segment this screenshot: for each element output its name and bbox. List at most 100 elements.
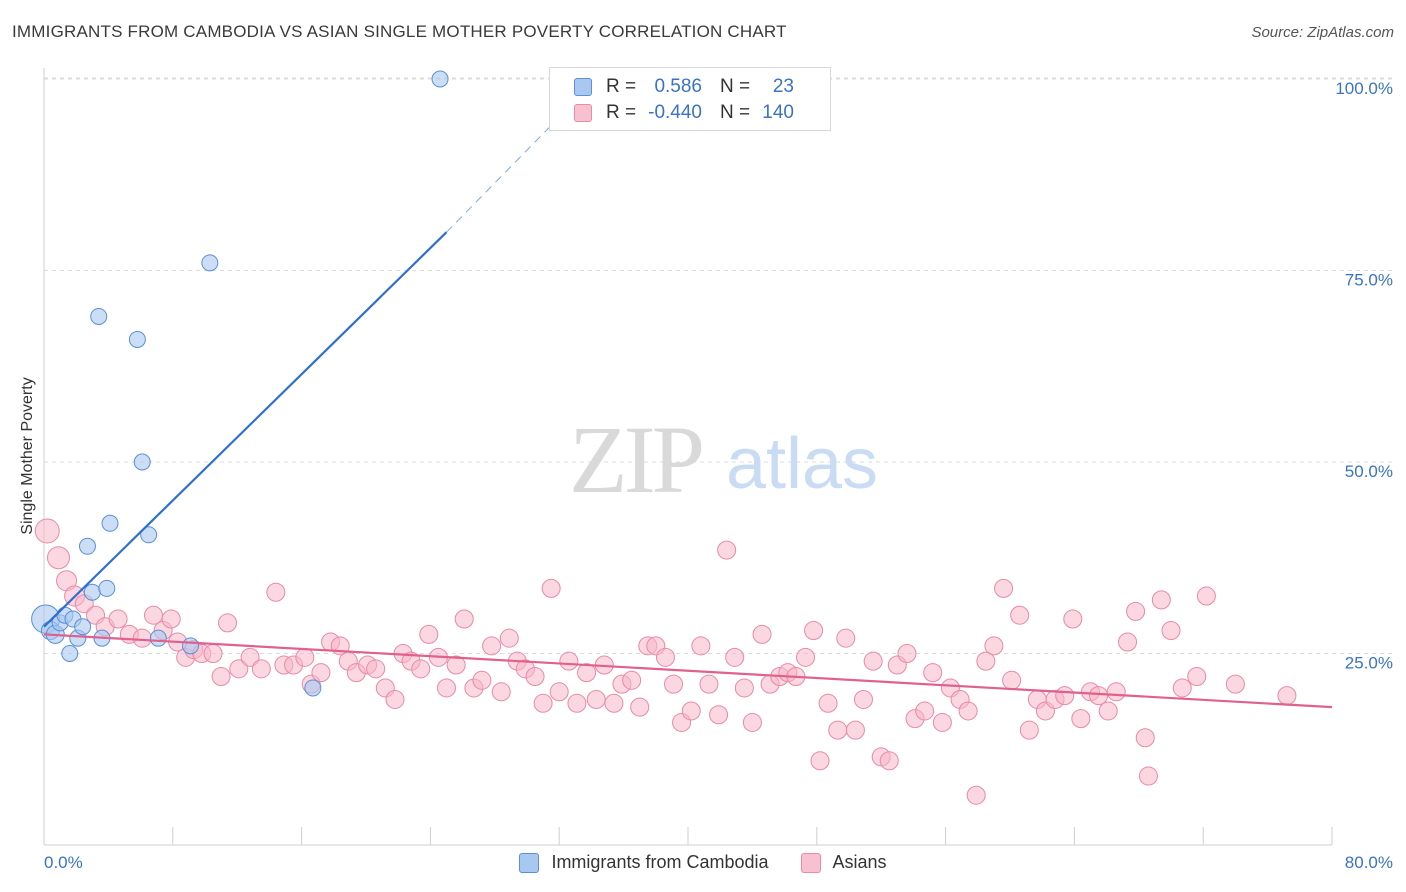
legend-r-label: R = xyxy=(606,76,637,97)
asians-point xyxy=(218,613,238,633)
x-axis-min-label: 0.0% xyxy=(44,853,83,872)
watermark: ZIP atlas xyxy=(569,406,878,513)
asians-point xyxy=(472,670,492,690)
asians-point xyxy=(828,720,848,740)
asians-point xyxy=(161,609,181,629)
asians-point xyxy=(577,663,597,683)
asians-point xyxy=(622,670,642,690)
asians-point xyxy=(1151,590,1171,610)
cambodia-point xyxy=(201,254,219,272)
asians-point xyxy=(923,663,943,683)
asians-point xyxy=(295,647,315,667)
cambodia-point xyxy=(149,629,167,647)
asians-point xyxy=(1118,632,1138,652)
series-legend-cambodia[interactable]: Immigrants from Cambodia xyxy=(519,852,769,873)
asians-point xyxy=(251,659,271,679)
legend-n-value: 140 xyxy=(762,102,794,123)
asians-point xyxy=(203,644,223,663)
asians-point xyxy=(446,655,466,675)
legend-n-label: N = xyxy=(720,76,751,97)
y-tick-labels: 25.0% 50.0% 75.0% 100.0% xyxy=(1335,79,1393,673)
axes xyxy=(43,68,1333,846)
y-tick-label-25: 25.0% xyxy=(1345,654,1393,673)
asians-point xyxy=(853,689,873,709)
asians-point xyxy=(454,609,474,629)
legend-n-label: N = xyxy=(720,102,751,123)
series-legend: Immigrants from Cambodia Asians xyxy=(0,852,1406,873)
asians-point xyxy=(1002,670,1022,690)
source-label: Source: ZipAtlas.com xyxy=(1251,24,1394,41)
asians-point xyxy=(108,609,128,629)
asians-point xyxy=(915,701,935,721)
legend-row-cambodia: R = 0.586 N = 23 xyxy=(574,75,794,99)
asians-point xyxy=(1098,701,1118,721)
cambodia-point xyxy=(90,307,108,325)
cambodia-point xyxy=(133,453,151,471)
cambodia-point xyxy=(61,645,79,662)
asians-point xyxy=(46,546,70,570)
asians-point xyxy=(143,605,163,625)
asians-point xyxy=(879,751,899,771)
cambodia-trend-extension xyxy=(446,116,560,233)
cambodia-point xyxy=(140,526,158,544)
asians-point xyxy=(742,712,762,732)
cambodia-point xyxy=(98,579,116,597)
asians-point xyxy=(491,682,511,702)
asians-point xyxy=(586,689,606,709)
asians-point xyxy=(1010,605,1030,625)
legend-r-label: R = xyxy=(606,102,637,123)
asians-point xyxy=(836,628,856,648)
asians-point xyxy=(1135,728,1155,748)
cambodia-point xyxy=(101,514,119,532)
asians-point xyxy=(976,651,996,671)
asians-point xyxy=(419,624,439,644)
asians-point xyxy=(810,751,830,771)
asians-point xyxy=(34,518,60,544)
asians-point xyxy=(681,701,701,721)
asians-point xyxy=(796,647,816,667)
asians-point xyxy=(734,678,754,698)
asians-point xyxy=(499,628,519,648)
asians-point xyxy=(984,636,1004,656)
asians-point xyxy=(699,674,719,694)
asians-point xyxy=(655,647,675,667)
grid-lines xyxy=(44,77,1394,654)
asians-point xyxy=(229,659,249,679)
y-tick-label-50: 50.0% xyxy=(1345,462,1393,481)
asians-point xyxy=(1138,766,1158,786)
watermark-zip: ZIP xyxy=(569,406,702,513)
legend-r-value: 0.586 xyxy=(654,76,702,97)
series-swatch-blue xyxy=(519,852,540,873)
asians-point xyxy=(994,578,1014,598)
cambodia-point xyxy=(182,637,200,655)
asians-point xyxy=(385,689,405,709)
asians-point xyxy=(525,666,545,686)
asians-point xyxy=(411,659,431,679)
asians-point xyxy=(541,578,561,598)
asians-point xyxy=(1196,586,1216,606)
asians-point xyxy=(1277,686,1297,706)
legend-row-asians: R = -0.440 N = 140 xyxy=(574,101,794,125)
cambodia-point xyxy=(78,537,96,555)
asians-point xyxy=(1187,666,1207,686)
asians-point xyxy=(533,693,553,713)
asians-point xyxy=(437,678,456,698)
asians-point xyxy=(958,701,978,721)
cambodia-point xyxy=(128,330,146,348)
asians-point xyxy=(1126,601,1146,621)
asians-point xyxy=(897,644,917,663)
x-axis-max-label: 80.0% xyxy=(1344,853,1393,872)
asians-point xyxy=(211,666,231,686)
asians-point xyxy=(366,659,386,679)
chart-title: IMMIGRANTS FROM CAMBODIA VS ASIAN SINGLE… xyxy=(12,22,787,41)
cambodia-trend-line xyxy=(43,231,448,628)
legend-swatch-blue xyxy=(574,78,592,96)
series-legend-asians[interactable]: Asians xyxy=(800,852,887,873)
watermark-atlas: atlas xyxy=(726,424,878,504)
asians-point xyxy=(725,647,745,667)
asians-point xyxy=(1225,674,1245,694)
cambodia-point xyxy=(74,618,92,636)
cambodia-point xyxy=(304,679,322,697)
asians-point xyxy=(482,636,502,656)
